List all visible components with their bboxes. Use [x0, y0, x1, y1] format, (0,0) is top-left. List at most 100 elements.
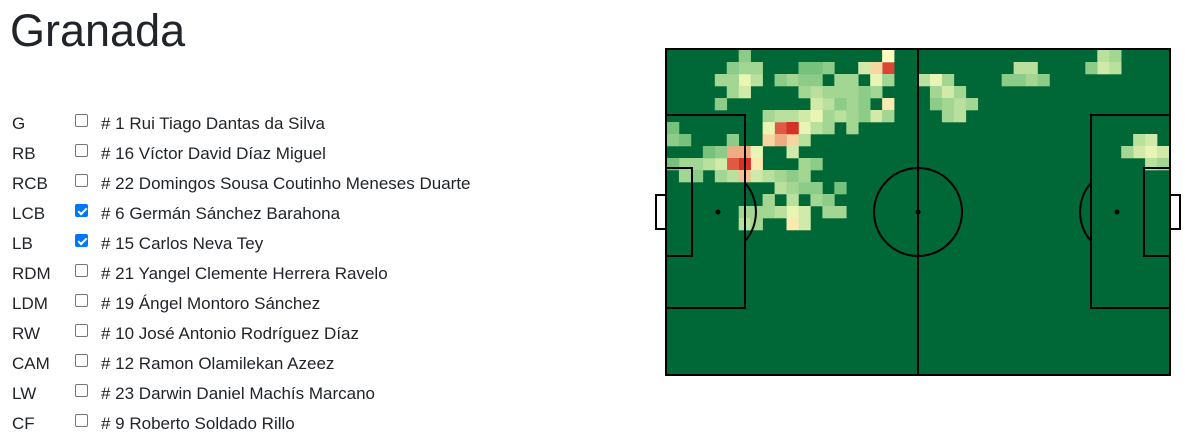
player-name[interactable]: # 9 Roberto Soldado Rillo — [101, 414, 295, 433]
heat-cell — [834, 86, 847, 99]
heat-cell — [750, 74, 763, 87]
player-checkbox[interactable] — [75, 384, 88, 397]
player-name[interactable]: # 21 Yangel Clemente Herrera Ravelo — [101, 264, 388, 283]
heat-cell — [774, 122, 787, 135]
heat-cell — [678, 134, 692, 147]
heat-cell — [858, 86, 871, 99]
heat-cell — [953, 110, 967, 123]
player-row: RCB # 22 Domingos Sousa Coutinho Meneses … — [12, 168, 572, 198]
heat-cell — [822, 194, 835, 207]
heat-cell — [810, 182, 823, 195]
player-name[interactable]: # 19 Ángel Montoro Sánchez — [101, 294, 321, 313]
heat-cell — [714, 158, 728, 171]
heat-cell — [762, 194, 775, 207]
heat-cell — [786, 74, 799, 87]
heat-cell — [929, 98, 943, 111]
right-goal — [1169, 194, 1181, 230]
position-label: LDM — [12, 294, 48, 313]
heat-cell — [822, 62, 835, 75]
player-name[interactable]: # 12 Ramon Olamilekan Azeez — [101, 354, 335, 373]
player-name[interactable]: # 1 Rui Tiago Dantas da Silva — [101, 114, 325, 133]
heat-cell — [786, 170, 799, 183]
player-checkbox[interactable] — [75, 174, 88, 187]
heat-cell — [1145, 146, 1158, 159]
heat-cell — [786, 206, 799, 219]
heat-cell — [726, 86, 740, 99]
heat-cell — [1037, 74, 1050, 87]
centre-spot — [915, 209, 921, 215]
heat-cell — [738, 62, 751, 75]
player-row: CAM # 12 Ramon Olamilekan Azeez — [12, 348, 572, 378]
heat-cell — [834, 74, 847, 87]
player-name[interactable]: # 6 Germán Sánchez Barahona — [101, 204, 341, 223]
heat-cell — [882, 98, 895, 111]
heat-cell — [726, 146, 740, 159]
heat-cell — [1121, 146, 1134, 159]
heat-cell — [798, 122, 811, 135]
heat-cell — [667, 134, 680, 147]
heat-cells — [667, 50, 1170, 231]
heat-cell — [870, 86, 883, 99]
heat-cell — [774, 182, 787, 195]
heat-cell — [858, 110, 871, 123]
heat-cell — [750, 62, 763, 75]
heat-cell — [786, 134, 799, 147]
heat-cell — [762, 134, 775, 147]
heat-cell — [858, 62, 871, 75]
position-label: LB — [12, 234, 33, 253]
heat-cell — [750, 146, 763, 159]
player-checkbox[interactable] — [75, 414, 88, 427]
heatmap-panel — [655, 47, 1183, 383]
heat-cell — [870, 74, 883, 87]
player-checkbox[interactable] — [75, 144, 88, 157]
heat-cell — [702, 146, 716, 159]
heat-cell — [798, 74, 811, 87]
heat-cell — [810, 110, 823, 123]
heat-cell — [798, 158, 811, 171]
player-checkbox[interactable] — [75, 234, 88, 247]
heat-cell — [870, 110, 883, 123]
heat-cell — [846, 86, 859, 99]
player-name[interactable]: # 15 Carlos Neva Tey — [101, 234, 264, 253]
heat-cell — [738, 86, 751, 99]
heat-cell — [953, 86, 967, 99]
heat-cell — [667, 122, 680, 135]
position-label: RW — [12, 324, 41, 343]
heat-cell — [882, 50, 895, 63]
player-checkbox[interactable] — [75, 294, 88, 307]
player-row: RB # 16 Víctor David Díaz Miguel — [12, 138, 572, 168]
heat-cell — [822, 110, 835, 123]
heat-cell — [750, 170, 763, 183]
player-row: RW # 10 José Antonio Rodríguez Díaz — [12, 318, 572, 348]
player-list: G # 1 Rui Tiago Dantas da Silva RB # 16 Víc… — [12, 108, 572, 438]
heat-cell — [738, 74, 751, 87]
heat-cell — [786, 182, 799, 195]
heat-cell — [810, 74, 823, 87]
heat-cell — [762, 110, 775, 123]
heat-cell — [858, 98, 871, 111]
heat-cell — [929, 74, 943, 87]
player-checkbox[interactable] — [75, 354, 88, 367]
heat-cell — [738, 50, 751, 63]
player-row: LDM # 19 Ángel Montoro Sánchez — [12, 288, 572, 318]
player-name[interactable]: # 10 José Antonio Rodríguez Díaz — [101, 324, 359, 343]
heat-cell — [834, 182, 847, 195]
player-name[interactable]: # 22 Domingos Sousa Coutinho Meneses Dua… — [101, 174, 471, 193]
player-name[interactable]: # 16 Víctor David Díaz Miguel — [101, 144, 326, 163]
player-checkbox[interactable] — [75, 324, 88, 337]
player-checkbox[interactable] — [75, 114, 88, 127]
player-checkbox[interactable] — [75, 264, 88, 277]
heat-cell — [810, 122, 823, 135]
heat-cell — [1157, 146, 1170, 159]
heat-cell — [678, 170, 692, 183]
heat-cell — [1109, 62, 1122, 75]
player-name[interactable]: # 23 Darwin Daniel Machís Marcano — [101, 384, 376, 403]
player-checkbox[interactable] — [75, 204, 88, 217]
position-label: LCB — [12, 204, 46, 223]
heat-cell — [822, 86, 835, 99]
team-title: Granada — [10, 5, 186, 56]
heat-cell — [786, 218, 799, 231]
heat-cell — [726, 62, 740, 75]
heat-cell — [846, 98, 859, 111]
heat-cell — [846, 74, 859, 87]
